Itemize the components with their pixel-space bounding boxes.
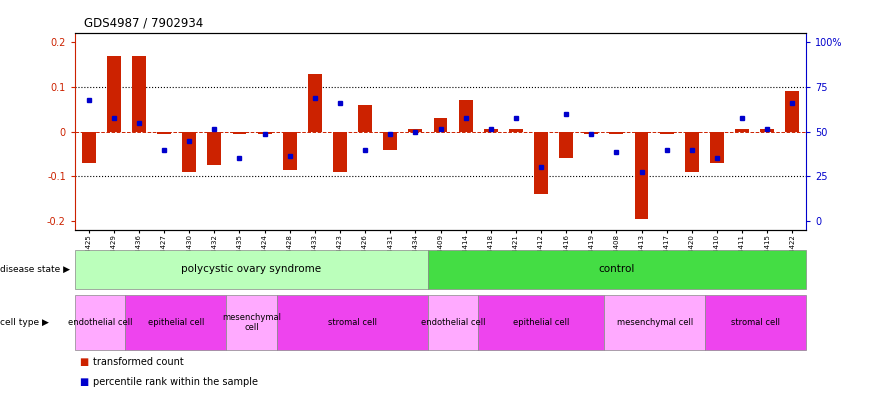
- Bar: [409, 129, 422, 132]
- Bar: [706, 295, 806, 350]
- Bar: [559, 132, 573, 158]
- Bar: [428, 295, 478, 350]
- Text: stromal cell: stromal cell: [731, 318, 781, 327]
- Text: percentile rank within the sample: percentile rank within the sample: [93, 377, 257, 387]
- Bar: [75, 250, 428, 289]
- Text: GDS4987 / 7902934: GDS4987 / 7902934: [84, 17, 203, 29]
- Bar: [277, 295, 428, 350]
- Bar: [383, 132, 397, 149]
- Text: disease state ▶: disease state ▶: [0, 265, 70, 274]
- Bar: [760, 129, 774, 132]
- Bar: [660, 132, 674, 134]
- Bar: [685, 132, 699, 172]
- Text: transformed count: transformed count: [93, 358, 183, 367]
- Bar: [785, 92, 799, 132]
- Bar: [75, 295, 125, 350]
- Text: polycystic ovary syndrome: polycystic ovary syndrome: [181, 264, 322, 274]
- Bar: [333, 132, 347, 172]
- Bar: [610, 132, 624, 134]
- Bar: [634, 132, 648, 219]
- Text: mesenchymal cell: mesenchymal cell: [617, 318, 693, 327]
- Bar: [735, 129, 749, 132]
- Bar: [283, 132, 297, 170]
- Bar: [207, 132, 221, 165]
- Bar: [308, 73, 322, 132]
- Text: ■: ■: [79, 358, 88, 367]
- Text: ■: ■: [79, 377, 88, 387]
- Bar: [359, 105, 372, 132]
- Text: endothelial cell: endothelial cell: [68, 318, 132, 327]
- Bar: [478, 295, 604, 350]
- Bar: [484, 129, 498, 132]
- Bar: [534, 132, 548, 194]
- Text: epithelial cell: epithelial cell: [513, 318, 569, 327]
- Bar: [459, 100, 472, 132]
- Bar: [509, 129, 522, 132]
- Bar: [125, 295, 226, 350]
- Bar: [132, 56, 146, 132]
- Bar: [107, 56, 121, 132]
- Bar: [157, 132, 171, 134]
- Bar: [428, 250, 806, 289]
- Text: cell type ▶: cell type ▶: [0, 318, 48, 327]
- Bar: [226, 295, 277, 350]
- Bar: [710, 132, 724, 163]
- Text: control: control: [599, 264, 635, 274]
- Bar: [182, 132, 196, 172]
- Text: endothelial cell: endothelial cell: [421, 318, 485, 327]
- Text: stromal cell: stromal cell: [328, 318, 377, 327]
- Bar: [584, 132, 598, 134]
- Bar: [82, 132, 96, 163]
- Bar: [233, 132, 247, 134]
- Text: epithelial cell: epithelial cell: [147, 318, 204, 327]
- Bar: [257, 132, 271, 134]
- Bar: [433, 118, 448, 132]
- Bar: [604, 295, 706, 350]
- Text: mesenchymal
cell: mesenchymal cell: [222, 312, 281, 332]
